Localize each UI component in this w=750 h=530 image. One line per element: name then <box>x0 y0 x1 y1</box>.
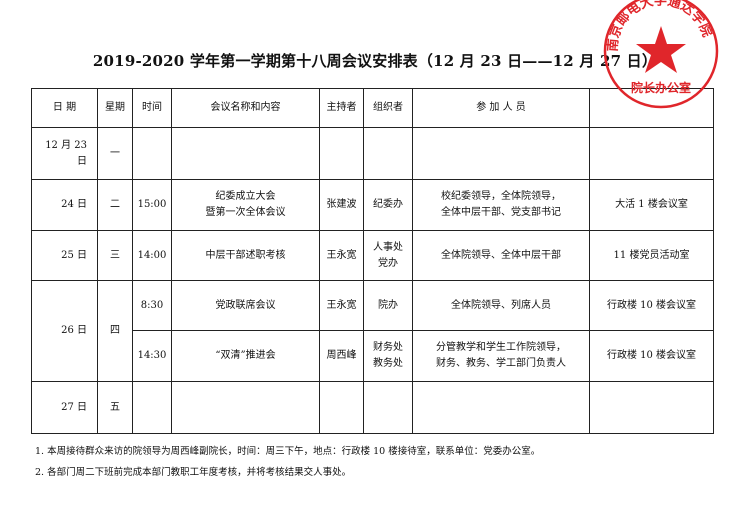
header-attendees: 参 加 人 员 <box>412 88 590 128</box>
organizer-cell: 院办 <box>363 280 413 331</box>
header-row: 日 期 星期 时间 会议名称和内容 主持者 组织者 参 加 人 员 <box>31 88 714 128</box>
weekday-cell: 四 <box>97 280 133 382</box>
host-cell <box>319 381 364 434</box>
host-cell: 王永宽 <box>319 230 364 281</box>
weekday-cell: 二 <box>97 179 133 231</box>
host-cell: 周西峰 <box>319 330 364 382</box>
header-meeting-name: 会议名称和内容 <box>171 88 320 128</box>
table-row: 25 日 三 14:00 中层干部述职考核 王永宽 人事处 党办 全体院领导、全… <box>31 230 714 281</box>
location-cell <box>589 381 714 434</box>
time-cell: 8:30 <box>132 280 172 331</box>
host-cell: 张建波 <box>319 179 364 231</box>
svg-text:院长办公室: 院长办公室 <box>631 80 691 95</box>
host-cell <box>319 127 364 180</box>
date-cell: 24 日 <box>31 179 98 231</box>
time-cell <box>132 381 172 434</box>
host-cell: 王永宽 <box>319 280 364 331</box>
attendees-cell <box>412 127 590 180</box>
weekday-cell: 三 <box>97 230 133 281</box>
attendees-cell: 全体院领导、全体中层干部 <box>412 230 590 281</box>
note-1: 1. 本周接待群众来访的院领导为周西峰副院长，时间：周三下午，地点：行政楼 10… <box>35 446 541 457</box>
meeting-name-cell <box>171 127 320 180</box>
organizer-cell: 财务处 教务处 <box>363 330 413 382</box>
time-cell: 15:00 <box>132 179 172 231</box>
header-date: 日 期 <box>31 88 98 128</box>
table-row: 12 月 23 日 一 <box>31 127 714 180</box>
note-2: 2. 各部门周二下班前完成本部门教职工年度考核，并将考核结果交人事处。 <box>35 467 352 478</box>
location-cell: 行政楼 10 楼会议室 <box>589 280 714 331</box>
weekday-cell: 五 <box>97 381 133 434</box>
attendees-cell: 全体院领导、列席人员 <box>412 280 590 331</box>
organizer-cell: 人事处 党办 <box>363 230 413 281</box>
time-cell <box>132 127 172 180</box>
organizer-cell <box>363 381 413 434</box>
organizer-cell <box>363 127 413 180</box>
date-cell: 25 日 <box>31 230 98 281</box>
location-cell: 大活 1 楼会议室 <box>589 179 714 231</box>
date-cell: 12 月 23 日 <box>31 127 98 180</box>
header-weekday: 星期 <box>97 88 133 128</box>
table-row: 27 日 五 <box>31 381 714 434</box>
meeting-name-cell: 中层干部述职考核 <box>171 230 320 281</box>
header-organizer: 组织者 <box>363 88 413 128</box>
weekday-cell: 一 <box>97 127 133 180</box>
page-title: 2019-2020 学年第一学期第十八周会议安排表（12 月 23 日——12 … <box>92 52 658 70</box>
organizer-cell: 纪委办 <box>363 179 413 231</box>
table-row: 14:30 “双清”推进会 周西峰 财务处 教务处 分管教学和学生工作院领导， … <box>32 330 714 382</box>
location-cell: 11 楼党员活动室 <box>589 230 714 281</box>
attendees-cell: 分管教学和学生工作院领导， 财务、教务、学工部门负责人 <box>412 330 590 382</box>
table-row: 26 日 四 8:30 党政联席会议 王永宽 院办 全体院领导、列席人员 行政楼… <box>31 280 714 382</box>
attendees-cell <box>412 381 590 434</box>
meeting-name-cell: 纪委成立大会 暨第一次全体会议 <box>171 179 320 231</box>
header-location <box>589 88 714 128</box>
time-cell: 14:00 <box>132 230 172 281</box>
table-row: 24 日 二 15:00 纪委成立大会 暨第一次全体会议 张建波 纪委办 校纪委… <box>31 179 714 231</box>
official-seal-stamp: 南京邮电大学通达学院 院长办公室 <box>603 0 719 109</box>
meeting-name-cell <box>171 381 320 434</box>
location-cell <box>589 127 714 180</box>
meeting-schedule-table: 日 期 星期 时间 会议名称和内容 主持者 组织者 参 加 人 员 12 月 2… <box>31 88 714 434</box>
header-time: 时间 <box>132 88 172 128</box>
star-icon <box>636 26 686 73</box>
attendees-cell: 校纪委领导，全体院领导， 全体中层干部、党支部书记 <box>412 179 590 231</box>
date-cell: 27 日 <box>31 381 98 434</box>
time-cell: 14:30 <box>132 330 172 382</box>
location-cell: 行政楼 10 楼会议室 <box>589 330 714 382</box>
meeting-name-cell: “双清”推进会 <box>171 330 320 382</box>
date-cell: 26 日 <box>31 280 98 382</box>
header-host: 主持者 <box>319 88 364 128</box>
meeting-name-cell: 党政联席会议 <box>171 280 320 331</box>
